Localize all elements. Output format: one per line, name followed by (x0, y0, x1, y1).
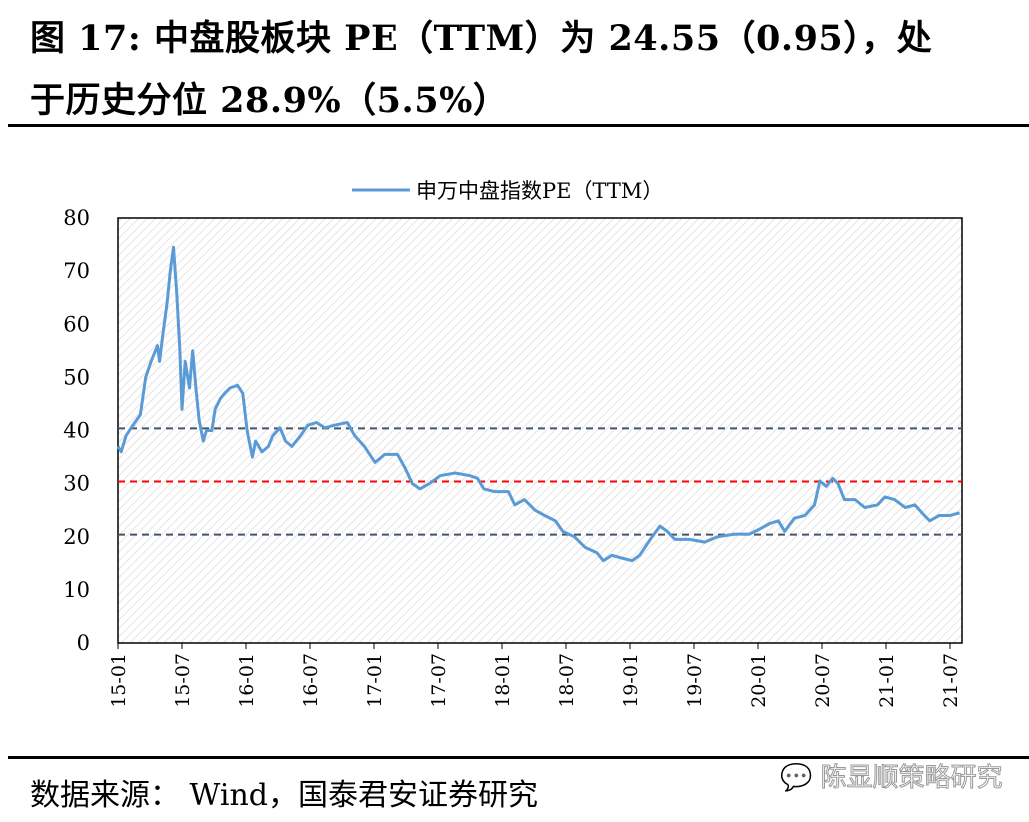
x-tick-label: 20-07 (812, 653, 834, 708)
series-line-pe-ttm (116, 245, 961, 563)
x-tick-label: 19-07 (684, 653, 706, 708)
x-tick-label: 17-01 (364, 653, 386, 708)
y-tick-label: 40 (63, 419, 90, 443)
y-tick-label: 50 (63, 365, 90, 389)
y-tick-label: 10 (63, 578, 90, 602)
y-tick-label: 80 (63, 206, 90, 230)
x-tick-label: 20-01 (748, 653, 770, 708)
x-tick-label: 18-01 (492, 653, 514, 708)
y-tick-label: 20 (63, 525, 90, 549)
figure-title-line1: 图 17: 中盘股板块 PE（TTM）为 24.55（0.95），处 (30, 18, 933, 59)
top-rule (8, 124, 1029, 127)
y-tick-label: 70 (63, 259, 90, 283)
x-tick-label: 15-01 (108, 653, 130, 708)
x-tick-label: 15-07 (172, 653, 194, 708)
x-tick-label: 21-01 (876, 653, 898, 708)
legend-label: 申万中盘指数PE（TTM） (416, 179, 663, 203)
legend: 申万中盘指数PE（TTM） (352, 179, 663, 203)
wechat-icon: 💬 (779, 763, 813, 794)
pe-chart: 0 10 20 30 40 50 60 70 80 15-01 15-07 16-01 16-07 17… (63, 179, 963, 708)
plot-area (117, 217, 963, 644)
source-note: 数据来源： Wind，国泰君安证券研究 (30, 778, 538, 813)
x-tick-label: 16-07 (300, 653, 322, 708)
x-tick-label: 17-07 (428, 653, 450, 708)
x-tick-label: 19-01 (620, 653, 642, 708)
watermark: 💬 陈显顺策略研究 (779, 757, 1003, 794)
watermark-text: 陈显顺策略研究 (820, 763, 1003, 794)
y-tick-label: 30 (63, 472, 90, 496)
bottom-rule (8, 756, 1029, 759)
figure-title-line2: 于历史分位 28.9%（5.5%） (30, 80, 509, 121)
y-tick-label: 60 (63, 312, 90, 336)
x-tick-label: 16-01 (236, 653, 258, 708)
x-tick-label: 18-07 (556, 653, 578, 708)
x-tick-label: 21-07 (940, 653, 962, 708)
y-tick-label: 0 (77, 631, 90, 655)
